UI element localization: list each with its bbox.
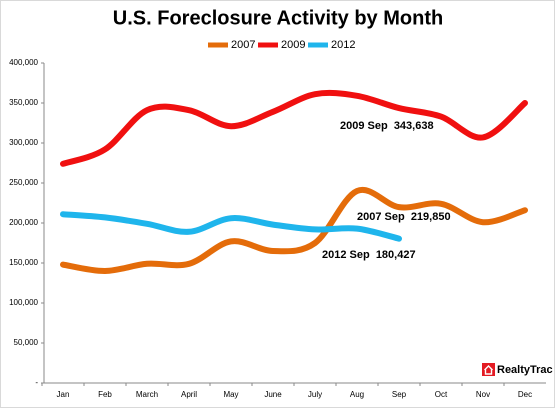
y-tick-label: 400,000: [9, 58, 38, 67]
x-tick-label: Oct: [435, 390, 448, 399]
y-tick-label: 100,000: [9, 298, 38, 307]
y-tick-label: 150,000: [9, 258, 38, 267]
x-tick-label: Dec: [518, 390, 532, 399]
logo-house: [484, 365, 493, 375]
y-tick-label: 200,000: [9, 218, 38, 227]
y-tick-label: 300,000: [9, 138, 38, 147]
legend-label: 2007: [231, 39, 255, 51]
legend-label: 2012: [331, 39, 355, 51]
x-tick-label: Aug: [350, 390, 364, 399]
x-tick-label: Sep: [392, 390, 407, 399]
legend-label: 2009: [281, 39, 305, 51]
y-tick-label: 50,000: [14, 338, 39, 347]
chart-title: U.S. Foreclosure Activity by Month: [113, 7, 443, 29]
x-tick-label: July: [308, 390, 322, 399]
y-tick-label: 350,000: [9, 98, 38, 107]
annotation: 2012 Sep 180,427: [322, 249, 416, 261]
x-tick-label: Feb: [98, 390, 112, 399]
x-tick-label: May: [223, 390, 238, 399]
series-line: [60, 186, 528, 275]
series-line: [60, 211, 402, 242]
y-tick-label: 250,000: [9, 178, 38, 187]
x-tick-label: March: [136, 390, 158, 399]
annotation: 2007 Sep 219,850: [357, 211, 451, 223]
series-line: [60, 89, 528, 167]
x-tick-label: Nov: [476, 390, 490, 399]
x-tick-label: June: [264, 390, 282, 399]
annotation: 2009 Sep 343,638: [340, 120, 434, 132]
x-tick-label: Jan: [57, 390, 70, 399]
y-tick-label: -: [35, 378, 38, 387]
logo-text: RealtyTrac: [497, 364, 553, 376]
x-tick-label: April: [181, 390, 197, 399]
logo: RealtyTrac: [482, 363, 553, 376]
